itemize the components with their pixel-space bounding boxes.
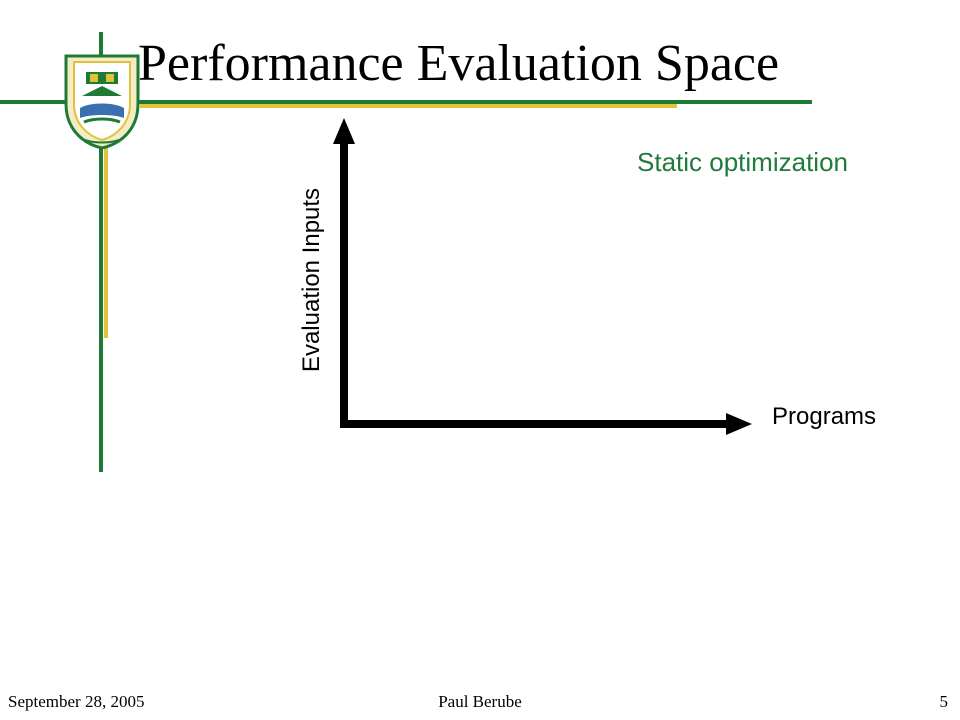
slide-title: Performance Evaluation Space — [138, 35, 780, 92]
footer-author: Paul Berube — [438, 692, 522, 711]
y-axis-arrowhead — [333, 118, 355, 144]
frame-vertical-green-line — [99, 32, 103, 472]
evaluation-space-axes — [333, 118, 752, 435]
frame-horizontal-gold-line — [140, 104, 677, 108]
page-number: 5 — [939, 692, 949, 711]
university-crest-icon — [64, 54, 140, 150]
x-axis-label: Programs — [772, 403, 877, 430]
footer-date: September 28, 2005 — [8, 692, 145, 711]
y-axis-label: Evaluation Inputs — [298, 187, 325, 373]
frame-vertical-gold-line — [104, 95, 108, 338]
x-axis-arrowhead — [726, 413, 752, 435]
static-optimization-label: Static optimization — [637, 147, 848, 177]
frame-horizontal-green-line — [0, 100, 812, 104]
